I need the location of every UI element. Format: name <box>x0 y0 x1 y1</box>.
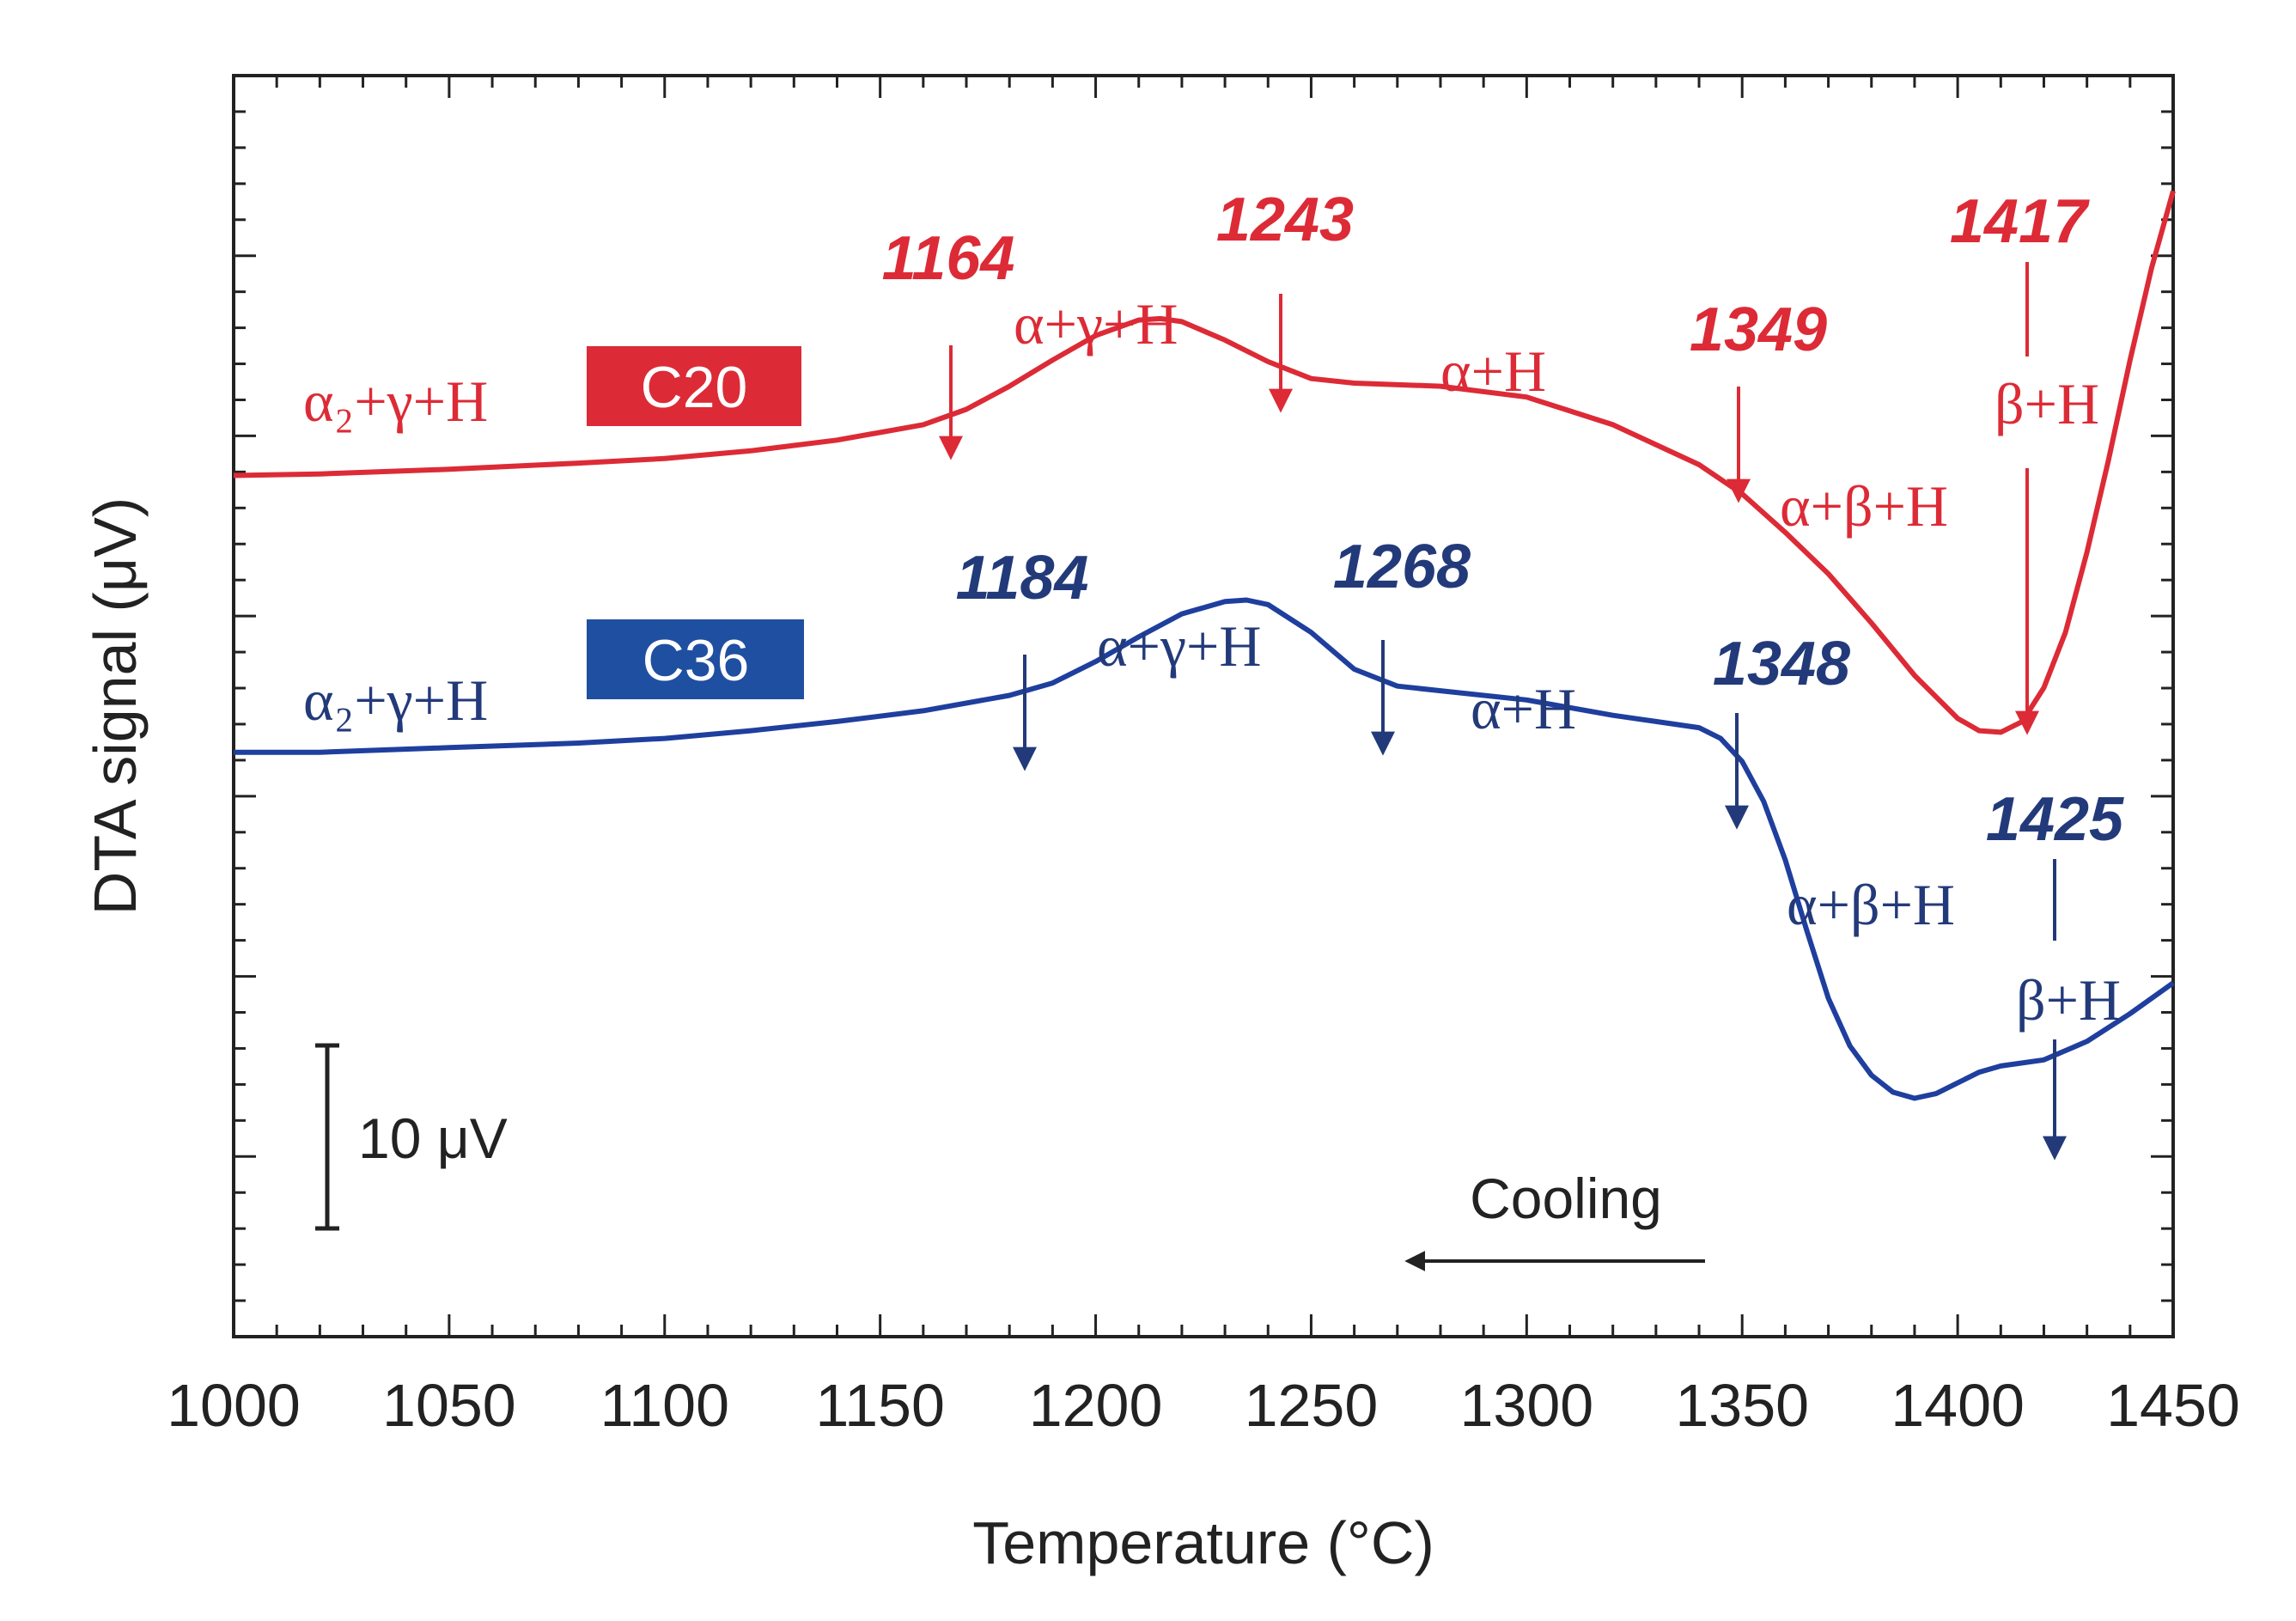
scale-bar <box>315 1043 339 1231</box>
phase-label-c20-agh: α+γ+H <box>1014 291 1178 356</box>
y-axis-title: DTA signal (μV) <box>82 497 149 915</box>
temp-label-c36-1268: 1268 <box>1333 533 1471 601</box>
phase-label-c20-ah: α+H <box>1440 338 1546 404</box>
phase-label-c20-bh: β+H <box>1995 371 2099 436</box>
temp-label-c20-1417: 1417 <box>1950 187 2090 256</box>
plot-frame <box>232 74 2175 1338</box>
annotation-arrows <box>939 262 2067 1161</box>
scale-bar-label: 10 μV <box>358 1106 508 1170</box>
temp-label-c36-1348: 1348 <box>1713 630 1850 698</box>
temp-label-c36-1425: 1425 <box>1986 785 2124 854</box>
x-tick-label: 1150 <box>815 1372 945 1439</box>
temp-label-c20-1164: 1164 <box>882 224 1015 293</box>
axis-ticks <box>232 74 2175 1338</box>
phase-label-c36-a2gh: α₂+γ+H <box>303 667 488 733</box>
x-tick-labels: 1000 1050 1100 1150 1200 1250 1300 1350 1400 1450 <box>167 1372 2240 1439</box>
series-line-c20 <box>233 190 2176 735</box>
x-axis-title: Temperature (°C) <box>972 1509 1434 1576</box>
series-line-c36 <box>234 597 2175 1101</box>
x-tick-label: 1250 <box>1245 1372 1379 1439</box>
series-badge-c36-label: C36 <box>643 628 750 693</box>
phase-label-c36-agh: α+γ+H <box>1097 613 1261 679</box>
x-tick-label: 1100 <box>600 1372 730 1439</box>
temp-label-c20-1243: 1243 <box>1216 186 1354 254</box>
phase-label-c20-a2gh: α₂+γ+H <box>303 369 488 434</box>
phase-label-c20-abh: α+β+H <box>1780 473 1948 539</box>
x-tick-label: 1050 <box>382 1372 516 1439</box>
series-badge-c20 <box>587 346 801 426</box>
x-tick-label: 1000 <box>167 1372 301 1439</box>
x-tick-label: 1400 <box>1891 1372 2025 1439</box>
series-badge-c20-label: C20 <box>641 355 748 420</box>
x-tick-label: 1450 <box>2106 1372 2240 1439</box>
series-badge-c36 <box>587 619 804 699</box>
cooling-label: Cooling <box>1470 1167 1662 1230</box>
x-tick-label: 1200 <box>1029 1372 1163 1439</box>
phase-label-c36-bh: β+H <box>2016 967 2121 1033</box>
phase-label-c36-ah: α+H <box>1471 676 1576 741</box>
temp-label-c20-1349: 1349 <box>1690 296 1827 364</box>
x-tick-label: 1300 <box>1459 1372 1593 1439</box>
phase-label-c36-abh: α+β+H <box>1787 872 1955 937</box>
x-tick-label: 1350 <box>1675 1372 1809 1439</box>
temp-label-c36-1184: 1184 <box>956 544 1089 612</box>
